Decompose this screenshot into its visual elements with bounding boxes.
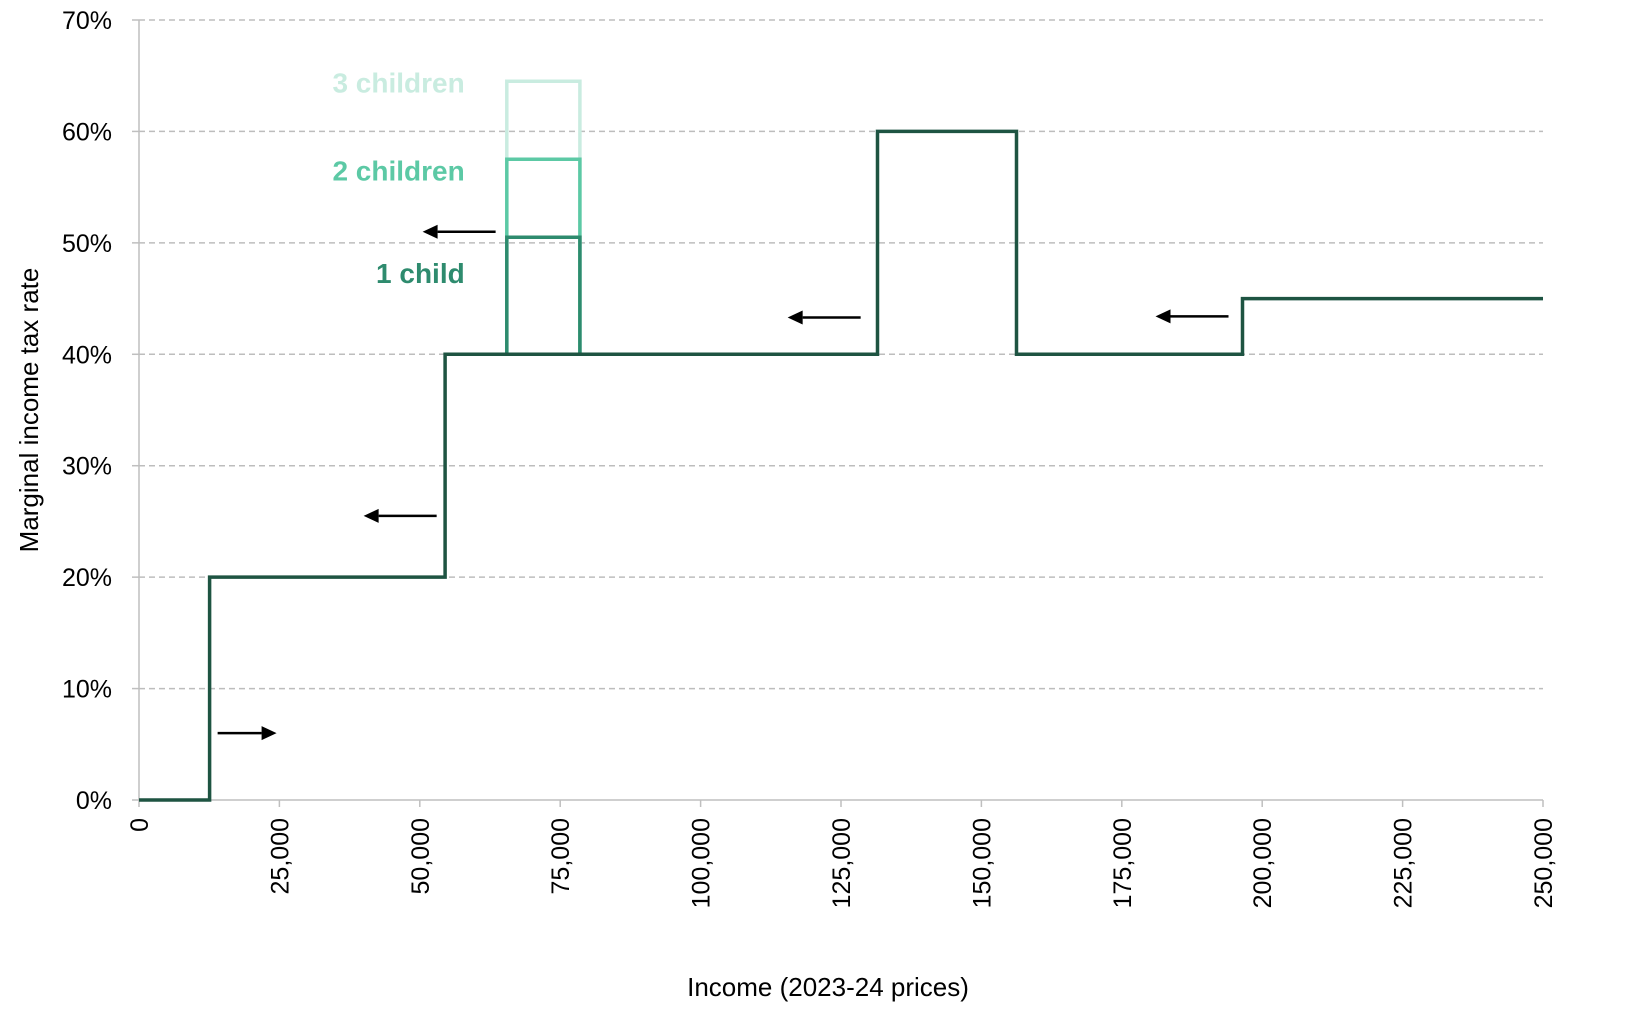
annotation-arrow (1155, 309, 1229, 324)
x-tick-label: 0 (126, 818, 154, 832)
annotation-arrow (422, 224, 496, 239)
x-tick-label: 150,000 (968, 818, 996, 908)
series-label: 2 children (332, 155, 464, 186)
y-axis-title: Marginal income tax rate (14, 268, 44, 553)
x-tick-label: 75,000 (547, 818, 575, 894)
series-label: 1 child (376, 258, 465, 289)
x-tick-label: 200,000 (1249, 818, 1277, 908)
series-line (505, 157, 582, 355)
y-tick-label: 30% (62, 453, 112, 481)
annotation-arrow (363, 508, 437, 523)
x-tick-label: 225,000 (1390, 818, 1418, 908)
annotation-arrows (217, 224, 1229, 741)
x-tick-label: 250,000 (1530, 818, 1558, 908)
x-tick-label: 100,000 (688, 818, 716, 908)
x-tick-label: 25,000 (266, 818, 294, 894)
x-tick-label: 175,000 (1109, 818, 1137, 908)
y-tick-label: 20% (62, 564, 112, 592)
y-tick-label: 60% (62, 118, 112, 146)
series-line (505, 235, 582, 355)
axes: 0% 10% 20% 30% 40% 50% 60% 70% 0 25,000 50,000 75,0… (62, 7, 1558, 908)
x-tick-label: 125,000 (828, 818, 856, 908)
y-tick-label: 40% (62, 341, 112, 369)
x-tick-label: 50,000 (407, 818, 435, 894)
series-label: 3 children (332, 67, 464, 98)
y-tick-label: 70% (62, 7, 112, 35)
y-tick-label: 0% (76, 787, 112, 815)
x-axis-title: Income (2023-24 prices) (687, 972, 969, 1002)
series-line (505, 79, 582, 355)
annotation-arrow (217, 726, 277, 741)
series-line (139, 129, 1543, 802)
annotation-arrow (787, 310, 861, 325)
y-tick-label: 50% (62, 230, 112, 258)
series-labels: 3 children 2 children 1 child (332, 67, 464, 289)
y-tick-label: 10% (62, 676, 112, 704)
series (139, 79, 1543, 802)
